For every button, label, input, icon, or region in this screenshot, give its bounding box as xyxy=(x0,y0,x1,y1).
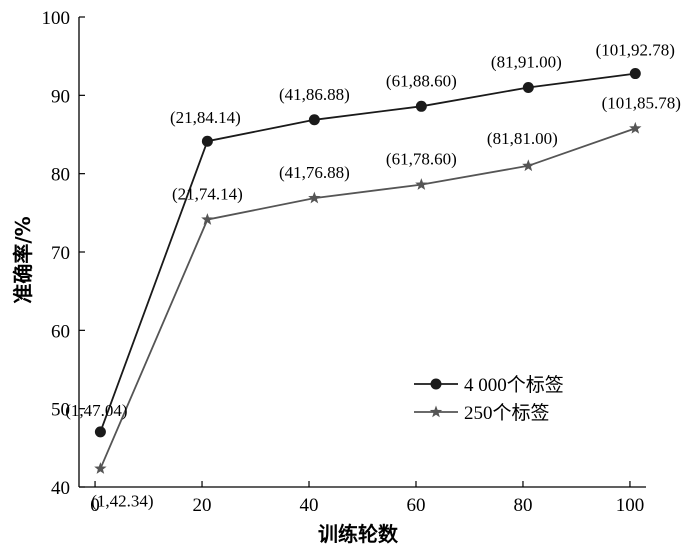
data-point-marker xyxy=(415,100,427,112)
x-tick-label: 20 xyxy=(193,495,212,516)
y-tick-label: 100 xyxy=(42,8,71,29)
y-tick-label: 50 xyxy=(51,400,70,421)
y-tick-label: 90 xyxy=(51,86,70,107)
data-point-marker xyxy=(94,462,107,474)
x-tick-label: 40 xyxy=(300,495,319,516)
data-point-marker xyxy=(308,114,320,126)
data-point-marker xyxy=(522,159,535,172)
legend-marker xyxy=(430,378,442,390)
legend-label: 4 000个标签 xyxy=(464,374,564,396)
axes: 40 50 60 70 80 90 100 0 20 40 60 80 100 xyxy=(42,8,646,516)
y-tick-label: 40 xyxy=(51,478,70,499)
y-tick-label: 70 xyxy=(51,243,70,264)
data-label: (41,76.88) xyxy=(279,163,350,182)
series-layer xyxy=(94,68,642,474)
data-label: (101,85.78) xyxy=(602,93,681,112)
series-star xyxy=(94,121,642,474)
data-point-marker xyxy=(629,121,642,134)
data-label: (1,42.34) xyxy=(91,492,153,511)
legend-marker xyxy=(429,405,443,418)
x-tick-label: 0 xyxy=(90,495,100,516)
data-label: (81,81.00) xyxy=(487,129,558,148)
legend-item: 250个标签 xyxy=(414,402,550,424)
data-point-marker xyxy=(94,426,106,438)
data-label: (81,91.00) xyxy=(491,53,562,72)
data-label: (61,88.60) xyxy=(386,71,457,90)
x-tick-label: 100 xyxy=(616,495,645,516)
series-line xyxy=(99,127,636,470)
data-point-marker xyxy=(308,191,321,204)
data-label: (101,92.78) xyxy=(596,41,675,60)
data-label: (21,74.14) xyxy=(172,185,243,204)
data-point-marker xyxy=(201,135,213,147)
data-point-marker xyxy=(522,82,534,93)
legend-label: 250个标签 xyxy=(464,402,550,424)
y-tick-label: 80 xyxy=(51,165,70,186)
x-tick-label: 80 xyxy=(513,495,532,516)
data-point-marker xyxy=(201,213,214,225)
x-tick-label: 60 xyxy=(406,495,425,516)
data-label: (61,78.60) xyxy=(386,150,457,169)
y-axis-title: 准确率/% xyxy=(11,216,35,303)
series-line xyxy=(99,72,636,433)
y-tick-label: 60 xyxy=(51,321,70,342)
data-point-marker xyxy=(415,178,428,190)
series-circle xyxy=(94,68,641,438)
data-point-marker xyxy=(629,68,641,80)
data-label: (21,84.14) xyxy=(170,108,241,127)
legend: 4 000个标签 250个标签 xyxy=(414,374,564,424)
legend-item: 4 000个标签 xyxy=(414,374,564,396)
data-label: (1,47.04) xyxy=(65,401,127,420)
data-labels: (1,47.04) (21,84.14) (41,86.88) (61,88.60) (… xyxy=(65,41,681,511)
data-label: (41,86.88) xyxy=(279,85,350,104)
x-axis-title: 训练轮数 xyxy=(318,522,399,546)
